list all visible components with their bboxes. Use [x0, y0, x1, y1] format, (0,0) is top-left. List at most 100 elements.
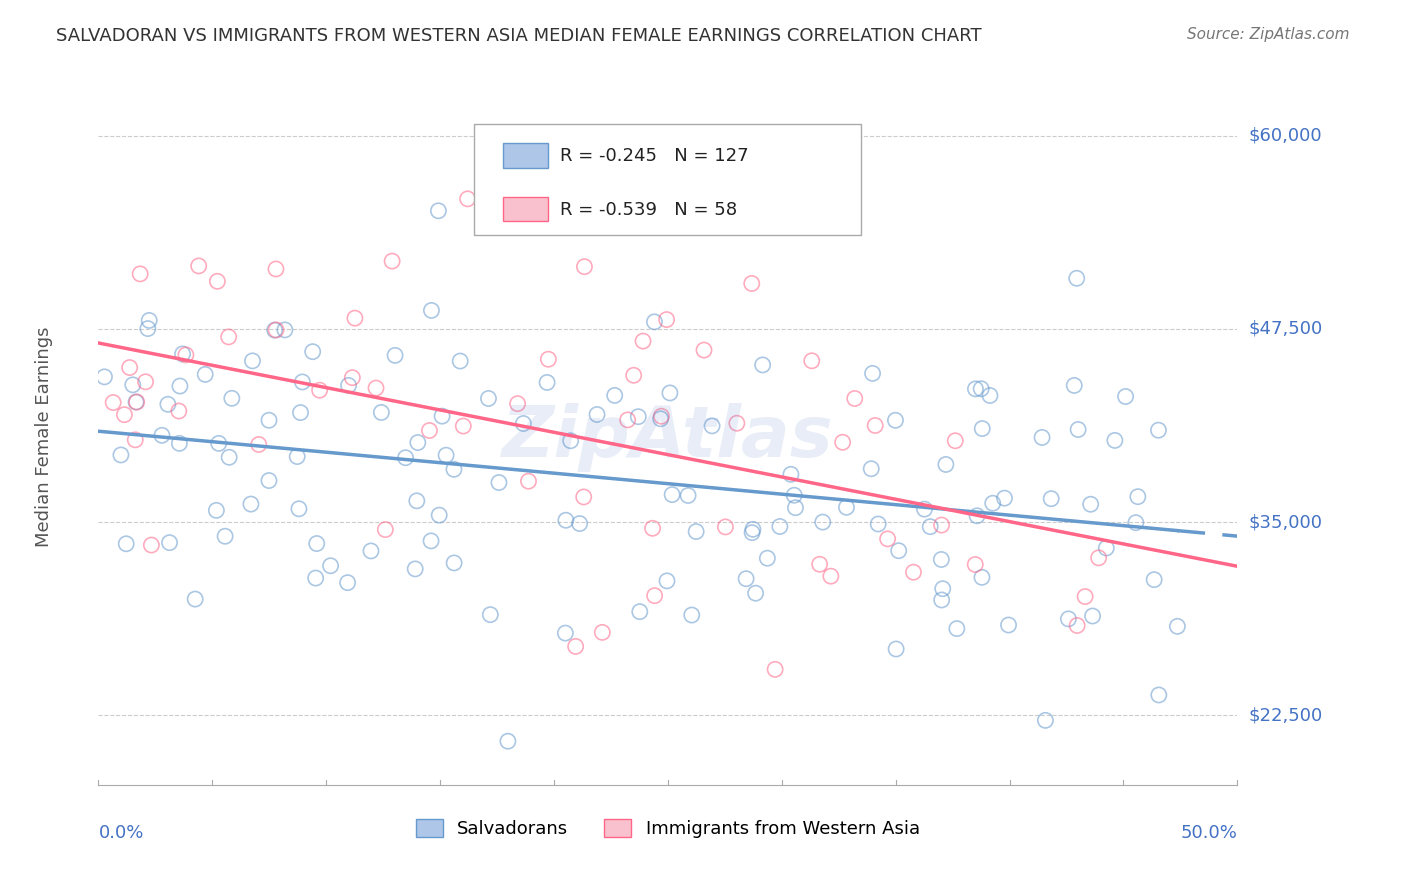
Text: Source: ZipAtlas.com: Source: ZipAtlas.com [1187, 27, 1350, 42]
Point [655, 574, 678, 588]
Point [714, 520, 737, 534]
Point [979, 388, 1001, 402]
Point [360, 544, 382, 558]
Text: $35,000: $35,000 [1249, 513, 1323, 531]
Text: R = -0.245   N = 127: R = -0.245 N = 127 [560, 147, 748, 165]
Point [1040, 491, 1063, 506]
Point [479, 607, 502, 622]
Point [887, 543, 910, 558]
Point [1067, 423, 1090, 437]
Point [1115, 390, 1137, 404]
Point [337, 378, 360, 392]
Point [862, 367, 884, 381]
Point [1031, 430, 1053, 444]
Point [115, 537, 138, 551]
Point [751, 358, 773, 372]
Point [763, 662, 786, 676]
Point [769, 519, 792, 533]
Text: $22,500: $22,500 [1249, 706, 1323, 724]
Point [169, 379, 191, 393]
Point [342, 370, 364, 384]
Point [264, 262, 287, 277]
Point [650, 411, 672, 425]
Point [124, 433, 146, 447]
Point [285, 450, 308, 464]
Point [564, 640, 586, 654]
Point [121, 377, 143, 392]
Point [1074, 590, 1097, 604]
Point [420, 533, 443, 548]
Point [685, 524, 707, 539]
Point [741, 525, 763, 540]
Point [184, 592, 207, 607]
Point [205, 503, 228, 517]
Point [305, 571, 328, 585]
Point [970, 382, 993, 396]
Point [591, 625, 613, 640]
Point [993, 491, 1015, 505]
Point [572, 490, 595, 504]
FancyBboxPatch shape [503, 197, 548, 221]
Point [884, 642, 907, 657]
Point [159, 535, 181, 549]
Point [844, 392, 866, 406]
Point [138, 313, 160, 327]
Point [443, 556, 465, 570]
Point [1087, 550, 1109, 565]
Point [616, 413, 638, 427]
Point [135, 375, 157, 389]
Point [125, 395, 148, 409]
Point [1095, 541, 1118, 555]
Point [800, 353, 823, 368]
Point [364, 381, 387, 395]
Point [150, 428, 173, 442]
Point [623, 368, 645, 383]
Point [1166, 619, 1188, 633]
Point [218, 330, 240, 344]
Point [247, 437, 270, 451]
Point [650, 409, 672, 424]
Point [208, 436, 231, 450]
Point [101, 395, 124, 409]
Point [785, 500, 807, 515]
Point [1057, 612, 1080, 626]
Point [835, 500, 858, 515]
Point [560, 434, 582, 448]
Point [420, 303, 443, 318]
Point [808, 558, 831, 572]
Point [981, 496, 1004, 510]
Point [112, 408, 135, 422]
Point [517, 474, 540, 488]
Point [756, 551, 779, 566]
Point [290, 406, 312, 420]
Point [406, 435, 429, 450]
Point [536, 376, 558, 390]
Point [574, 260, 596, 274]
Point [568, 516, 591, 531]
Point [384, 348, 406, 362]
Point [876, 532, 898, 546]
Point [1080, 497, 1102, 511]
Point [488, 475, 510, 490]
Point [742, 522, 765, 536]
Point [239, 497, 262, 511]
Text: Median Female Earnings: Median Female Earnings [35, 326, 53, 548]
Point [291, 375, 314, 389]
Point [1066, 271, 1088, 285]
Point [884, 413, 907, 427]
Point [1066, 618, 1088, 632]
Point [735, 572, 758, 586]
Point [477, 392, 499, 406]
Point [1125, 516, 1147, 530]
Point [914, 502, 936, 516]
Point [93, 369, 115, 384]
Point [263, 323, 285, 337]
Point [381, 254, 404, 268]
Point [628, 605, 651, 619]
Point [125, 395, 148, 409]
Point [920, 519, 942, 533]
Point [1063, 378, 1085, 392]
Point [167, 404, 190, 418]
Point [783, 488, 806, 502]
Point [641, 521, 664, 535]
